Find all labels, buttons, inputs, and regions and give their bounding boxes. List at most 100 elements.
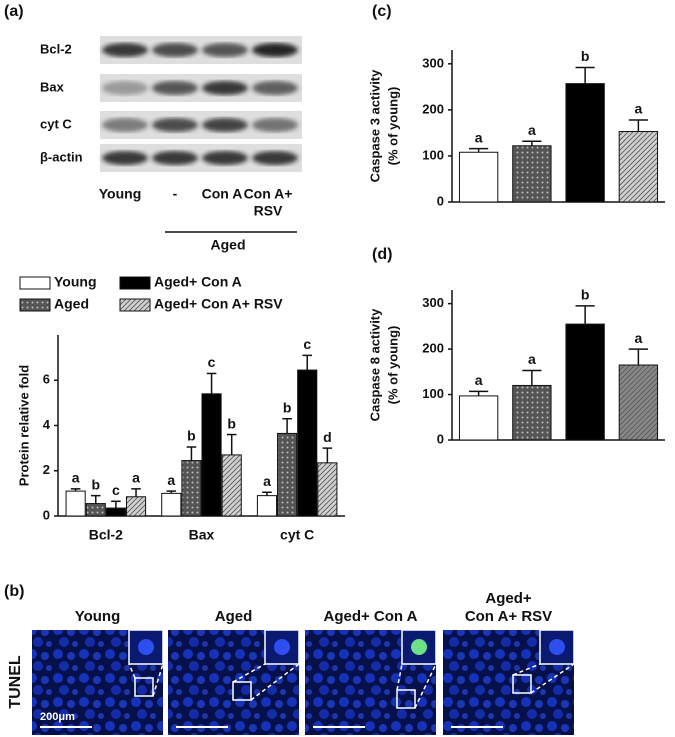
blot-lane-label: Con A: [202, 186, 243, 202]
significance-letter: a: [263, 473, 271, 489]
y-axis-label: Protein relative fold: [16, 365, 31, 486]
bar: [565, 323, 605, 441]
blot-band: [152, 43, 198, 57]
significance-letter: a: [167, 472, 175, 488]
bar: [125, 496, 147, 517]
bar: [565, 83, 605, 203]
y-tick-label: 2: [43, 462, 50, 477]
column-label: Aged+ Con A: [323, 608, 417, 625]
zoom-line: [530, 663, 575, 694]
significance-letter: c: [112, 482, 120, 498]
blot-band: [252, 118, 298, 132]
zoom-box: [134, 677, 154, 697]
y-tick-label: 4: [43, 417, 51, 432]
y-axis-label: Caspase 8 activity: [367, 308, 382, 422]
blot-row-label: Bcl-2: [40, 41, 72, 56]
bar: [256, 495, 278, 517]
significance-letter: a: [528, 351, 536, 367]
inset-cell: [549, 639, 565, 655]
zoom-box: [512, 674, 532, 694]
blot-band: [152, 151, 198, 165]
y-tick-label: 100: [422, 386, 444, 401]
blot-row-label: Bax: [40, 79, 65, 94]
y-axis-label: (% of young): [385, 326, 400, 405]
significance-letter: a: [634, 330, 642, 346]
y-tick-label: 300: [422, 55, 444, 70]
bar: [85, 503, 106, 517]
panel-label: (b): [4, 583, 24, 600]
zoom-line: [396, 663, 403, 691]
y-tick-label: 200: [422, 341, 444, 356]
zoom-box: [232, 681, 252, 701]
inset-cell: [411, 639, 427, 655]
zoom-line: [250, 663, 300, 701]
blot-band: [202, 43, 248, 57]
zoom-line: [152, 663, 164, 697]
blot-band: [102, 151, 148, 165]
y-tick-label: 0: [437, 193, 444, 208]
bar: [181, 460, 202, 517]
y-tick-label: 0: [43, 507, 50, 522]
bar: [105, 507, 126, 517]
significance-letter: a: [475, 129, 483, 145]
significance-letter: b: [581, 48, 590, 64]
column-label: Con A+ RSV: [465, 608, 552, 625]
column-label: Aged: [215, 608, 253, 625]
significance-letter: a: [132, 470, 140, 486]
bar: [277, 432, 298, 517]
blot-band: [202, 151, 248, 165]
y-axis-label: (% of young): [385, 87, 400, 166]
zoom-line: [232, 663, 266, 683]
blot-band: [252, 43, 298, 57]
blot-group-label: Aged: [211, 237, 246, 253]
legend-swatch: [119, 298, 151, 312]
bar: [618, 131, 659, 203]
legend-swatch: [19, 298, 51, 312]
blot-band: [202, 118, 248, 132]
blot-band: [102, 43, 148, 57]
blot-row-label: cyt C: [40, 116, 72, 131]
blot-band: [252, 81, 298, 95]
bar: [201, 393, 222, 517]
blot-row-label: β-actin: [40, 149, 83, 164]
zoom-line: [512, 663, 541, 676]
panel-label: (a): [4, 3, 24, 20]
significance-letter: a: [634, 101, 642, 117]
bar: [221, 454, 242, 517]
column-label: Aged+: [485, 590, 532, 607]
bar: [512, 384, 552, 441]
legend-label: Aged+ Con A: [154, 274, 242, 290]
legend-swatch: [19, 276, 51, 290]
significance-letter: b: [227, 415, 236, 431]
x-tick-label: Bcl-2: [89, 527, 123, 543]
significance-letter: b: [581, 287, 590, 303]
inset-cell: [138, 639, 154, 655]
y-tick-label: 300: [422, 295, 444, 310]
significance-letter: b: [187, 428, 196, 444]
blot-band: [152, 81, 198, 95]
blot-lane-label: RSV: [254, 203, 283, 219]
blot-band: [202, 81, 248, 95]
y-tick-label: 6: [43, 372, 50, 387]
blot-band: [152, 118, 198, 132]
bar: [618, 364, 659, 441]
y-tick-label: 100: [422, 147, 444, 162]
y-axis-label: Caspase 3 activity: [367, 69, 382, 183]
x-tick-label: Bax: [189, 527, 215, 543]
significance-letter: d: [323, 429, 332, 445]
panel-label: (c): [372, 3, 392, 20]
bar: [161, 492, 182, 517]
legend-swatch: [119, 276, 151, 290]
y-tick-label: 0: [437, 431, 444, 446]
significance-letter: a: [72, 470, 80, 486]
bar: [458, 395, 499, 441]
legend-label: Aged: [54, 296, 89, 312]
blot-band: [252, 151, 298, 165]
zoom-box: [396, 689, 416, 709]
zoom-line: [128, 663, 136, 679]
bar: [317, 462, 338, 517]
scale-bar-label: 200μm: [40, 711, 75, 723]
significance-letter: b: [283, 399, 292, 415]
significance-letter: c: [303, 336, 311, 352]
